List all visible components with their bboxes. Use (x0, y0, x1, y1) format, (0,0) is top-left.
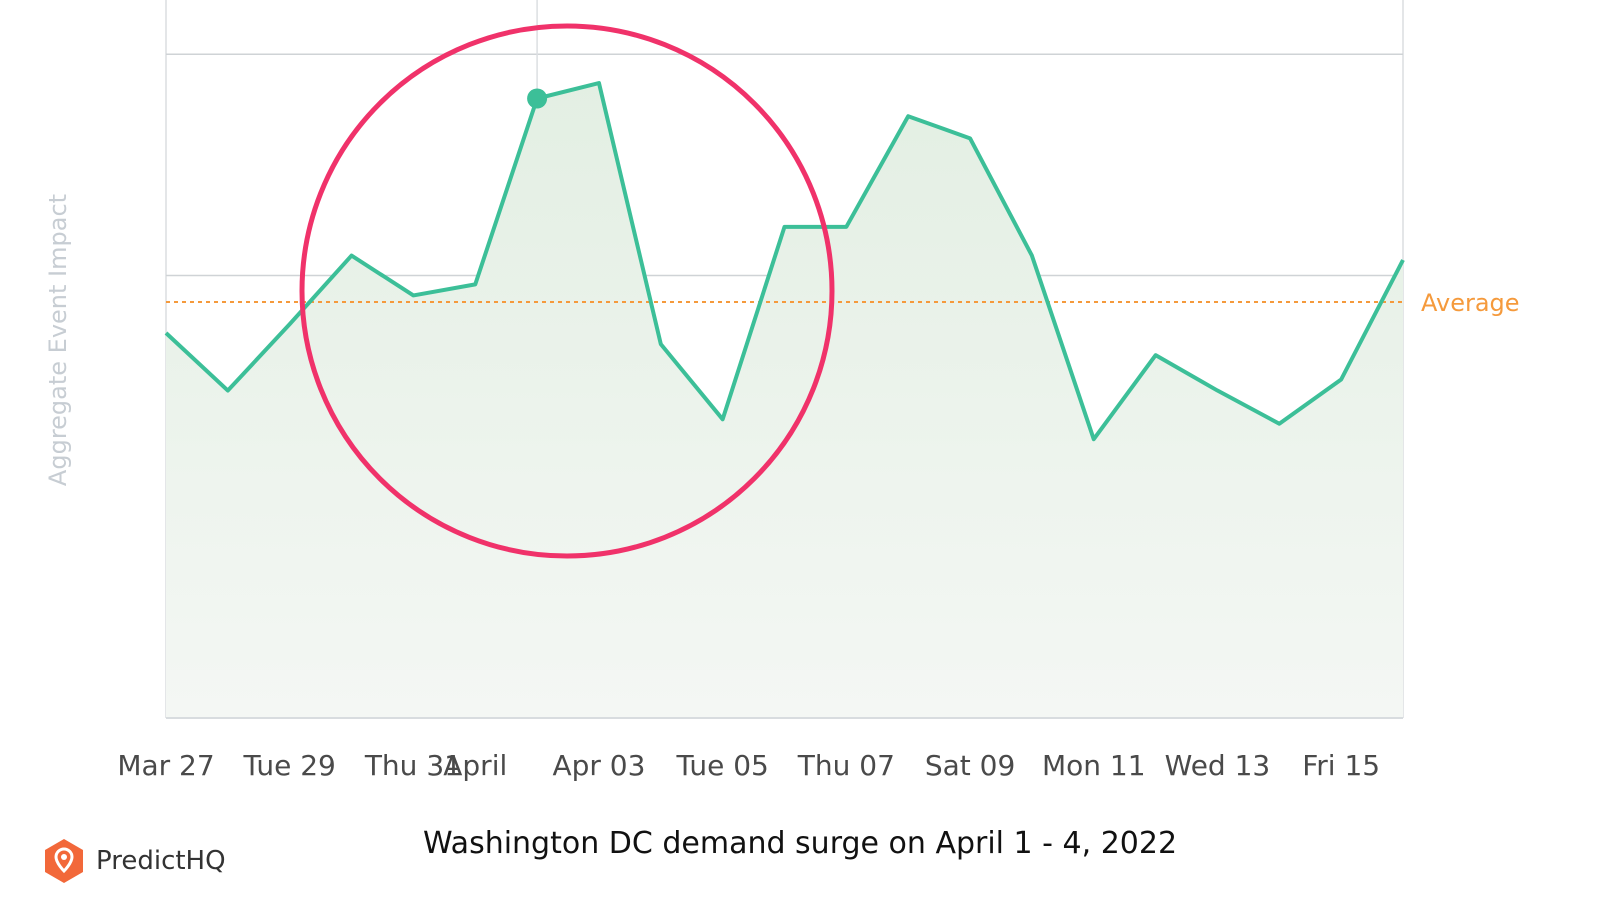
x-tick-label: Apr 03 (552, 749, 645, 782)
highlight-circle (299, 23, 835, 559)
x-tick-label: Thu 07 (797, 749, 895, 782)
area-fill (166, 83, 1403, 719)
highlight-point (527, 88, 548, 109)
x-tick-label: Sat 09 (925, 749, 1015, 782)
average-label: Average (1421, 289, 1520, 317)
x-tick-label: April (443, 749, 507, 782)
brand-name: PredictHQ (96, 846, 226, 876)
x-tick-label: Mar 27 (117, 749, 214, 782)
series-line (164, 81, 1405, 442)
chart-caption: Washington DC demand surge on April 1 - … (422, 826, 1178, 861)
x-tick-label: Tue 05 (675, 749, 768, 782)
brand-logo: PredictHQ (42, 836, 226, 886)
y-axis-title: Aggregate Event Impact (44, 194, 72, 486)
x-tick-label: Mon 11 (1042, 749, 1146, 782)
area-path (166, 83, 1403, 718)
x-tick-label: Thu 31 (364, 749, 462, 782)
location-pin-icon (45, 839, 83, 883)
highlight-annotation-circle (299, 23, 835, 559)
x-tick-label: Wed 13 (1165, 749, 1271, 782)
x-tick-label: Tue 29 (243, 749, 336, 782)
x-tick-label: Fri 15 (1302, 749, 1380, 782)
